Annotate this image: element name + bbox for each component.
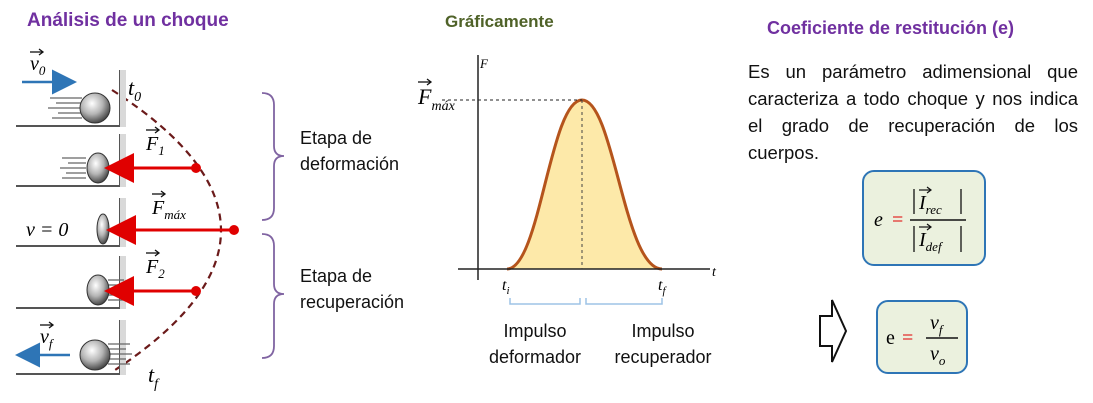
svg-text:vo: vo <box>930 343 946 368</box>
Fmax-peak-label: Fmáx <box>417 84 456 114</box>
svg-text:Irec: Irec <box>918 192 942 217</box>
collision-sequence-diagram: v0 t0 F1 v = 0 Fmáx <box>15 48 285 392</box>
svg-text:=: = <box>902 327 913 349</box>
ball <box>79 92 111 124</box>
recovering-impulse-label: Impulso recuperador <box>614 321 712 367</box>
deformation-bracket <box>261 92 285 221</box>
v-zero-label: v = 0 <box>26 219 68 241</box>
restitution-description: Es un parámetro adimensional que caracte… <box>748 61 1078 163</box>
restitution-velocity-equation: e = vf vo <box>876 300 968 374</box>
frame-t0: v0 t0 <box>16 48 141 127</box>
restitution-title: Coeficiente de restitución (e) <box>767 18 1015 38</box>
tf-label: tf <box>658 277 667 297</box>
frame-Fmax: v = 0 Fmáx <box>16 190 239 247</box>
recovery-stage-label: Etapa de recuperación <box>300 266 405 312</box>
svg-text:Idef: Idef <box>918 229 944 254</box>
F1-label: F1 <box>145 133 165 158</box>
x-axis-label: t <box>712 265 717 280</box>
deforming-impulse-label: Impulso deformador <box>488 321 582 367</box>
ball-recovering <box>86 274 110 306</box>
svg-text:e: e <box>886 327 895 349</box>
frame-tf: vf tf <box>15 320 160 392</box>
Fmax-label: Fmáx <box>151 197 186 222</box>
vf-label: vf <box>40 326 55 351</box>
svg-text:e: e <box>874 209 883 231</box>
frame-F2: F2 <box>16 249 201 309</box>
recovering-impulse-brace <box>585 298 663 305</box>
ball-max-compressed <box>96 213 110 245</box>
t0-label: t0 <box>128 75 141 105</box>
y-axis-label: F <box>479 56 489 71</box>
ball <box>79 339 111 371</box>
svg-text:vf: vf <box>930 312 945 337</box>
arrow-right-icon <box>819 299 848 363</box>
impulse-area <box>507 100 662 269</box>
force-time-graph: F t Fmáx ti tf <box>417 55 717 305</box>
frame-F1: F1 <box>16 126 201 187</box>
v0-label: v0 <box>30 53 46 78</box>
restitution-impulse-equation: e = Irec Idef <box>862 170 986 266</box>
svg-text:=: = <box>892 209 903 231</box>
recovery-bracket <box>261 233 285 359</box>
graph-title: Gráficamente <box>445 12 554 31</box>
deforming-impulse-brace <box>509 298 581 305</box>
deformation-stage-label: Etapa de deformación <box>300 128 400 174</box>
ti-label: ti <box>502 277 510 297</box>
collision-analysis-title: Análisis de un choque <box>27 10 229 31</box>
tf-label: tf <box>148 362 160 392</box>
F2-label: F2 <box>145 256 165 281</box>
ball-compressed <box>86 152 110 184</box>
